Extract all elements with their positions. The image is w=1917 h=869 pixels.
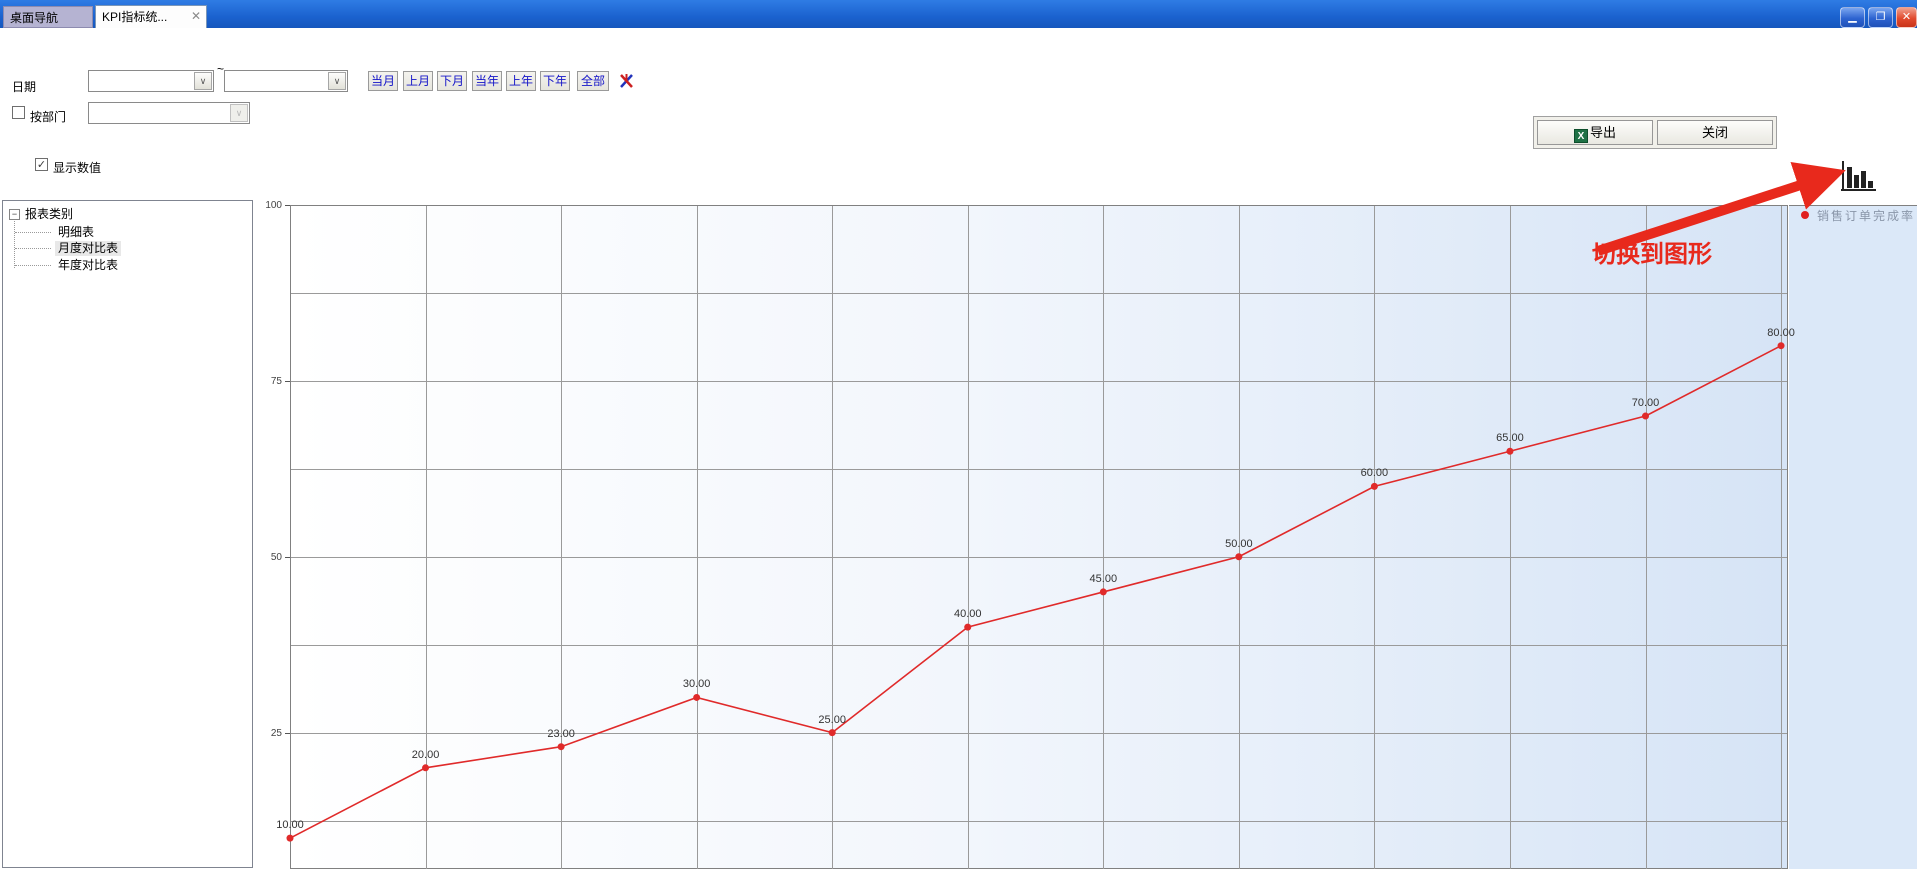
show-values-checkbox[interactable]: ✓ [35,158,48,171]
gridline-vertical [968,206,969,869]
data-point-label: 50.00 [1225,537,1253,550]
gridline-horizontal [291,556,1787,558]
tab-kpi-stats[interactable]: KPI指标统... ✕ [95,5,207,28]
report-category-tree: − 报表类别 明细表 月度对比表 年度对比表 [2,200,253,868]
annotation-text: 切换到图形 [1592,241,1712,268]
gridline-vertical [1510,206,1511,869]
tree-item-year-compare-table[interactable]: 年度对比表 [58,258,119,272]
data-point-label: 60.00 [1360,467,1389,480]
quick-current-month-button[interactable]: 当月 [368,71,398,91]
tab-close-icon[interactable]: ✕ [190,9,201,23]
data-point-label: 30.00 [682,678,711,691]
chevron-down-icon[interactable]: ∨ [194,72,212,90]
quick-prev-month-button[interactable]: 上月 [403,71,433,91]
excel-icon: X [1573,129,1588,143]
legend-series-label: 销售订单完成率 [1817,209,1916,223]
chart-plot-area [290,205,1788,869]
title-bar: 桌面导航 KPI指标统... ✕ ▁ ❐ ✕ [0,0,1917,28]
gridline-vertical [697,206,698,869]
quick-current-year-button[interactable]: 当年 [472,71,502,91]
gridline-vertical [832,206,833,869]
department-combo[interactable]: ∨ [88,102,250,124]
y-axis-tick-label: 100 [265,200,282,211]
restore-button[interactable]: ❐ [1868,7,1893,28]
quick-next-month-button[interactable]: 下月 [437,71,467,91]
gridline-vertical [426,206,427,869]
data-point-label: 45.00 [1089,572,1118,585]
chevron-down-icon: ∨ [230,104,248,122]
gridline-horizontal [291,292,1787,294]
tab-desktop-nav[interactable]: 桌面导航 [3,6,93,28]
export-button[interactable]: X 导出 [1537,120,1653,145]
tree-connector [14,221,15,268]
tree-connector [15,265,51,266]
date-range-separator: ~ [217,62,225,76]
data-point-label: 40.00 [953,608,982,621]
by-department-checkbox[interactable] [12,106,25,119]
data-point-label: 25.00 [818,713,846,726]
gridline-vertical [1374,206,1375,869]
tree-item-detail-table[interactable]: 明细表 [58,225,95,239]
gridline-vertical [561,206,562,869]
gridline-vertical [1103,206,1104,869]
minimize-button[interactable]: ▁ [1840,7,1865,28]
date-from-combo[interactable]: ∨ [88,70,214,92]
tree-collapse-icon[interactable]: − [9,209,20,220]
y-axis-tick-label: 25 [270,727,282,739]
close-button[interactable]: ✕ [1896,7,1917,28]
quick-next-year-button[interactable]: 下年 [540,71,570,91]
gridline-horizontal [291,468,1787,470]
quick-prev-year-button[interactable]: 上年 [506,71,536,91]
tree-root-label[interactable]: 报表类别 [25,207,74,221]
data-point-label: 80.00 [1767,326,1795,339]
date-label: 日期 [12,80,37,94]
y-axis-tick-mark [285,380,290,382]
tree-item-month-compare-table[interactable]: 月度对比表 [55,241,122,256]
show-values-label: 显示数值 [53,161,102,175]
y-axis-tick-label: 50 [270,551,282,563]
gridline-horizontal [291,732,1787,734]
export-button-label: 导出 [1589,125,1616,140]
date-to-combo[interactable]: ∨ [224,70,348,92]
tree-connector [15,248,51,249]
data-point-label: 70.00 [1631,397,1660,410]
clear-selection-icon[interactable] [616,70,638,92]
data-point-label: 10.00 [276,819,304,832]
chart-legend-panel [1789,205,1917,869]
y-axis-tick-label: 75 [270,375,282,387]
bar-chart-icon[interactable] [1836,158,1878,196]
legend-marker-icon [1801,211,1809,219]
gridline-horizontal [291,380,1787,382]
tree-connector [15,232,51,233]
by-department-label: 按部门 [30,110,67,124]
gridline-horizontal [291,644,1787,646]
gridline-vertical [1781,206,1782,869]
data-point-label: 20.00 [411,748,440,761]
data-point-label: 65.00 [1496,432,1524,445]
gridline-vertical [1646,206,1647,869]
tab-kpi-label: KPI指标统... [102,10,168,24]
y-axis-tick-mark [285,732,290,734]
y-axis-tick-mark [285,556,290,558]
chevron-down-icon[interactable]: ∨ [328,72,346,90]
gridline-horizontal [291,820,1787,822]
quick-all-button[interactable]: 全部 [577,71,609,91]
data-point-label: 23.00 [547,727,575,740]
close-view-button[interactable]: 关闭 [1657,120,1773,145]
y-axis-tick-mark [285,205,290,206]
